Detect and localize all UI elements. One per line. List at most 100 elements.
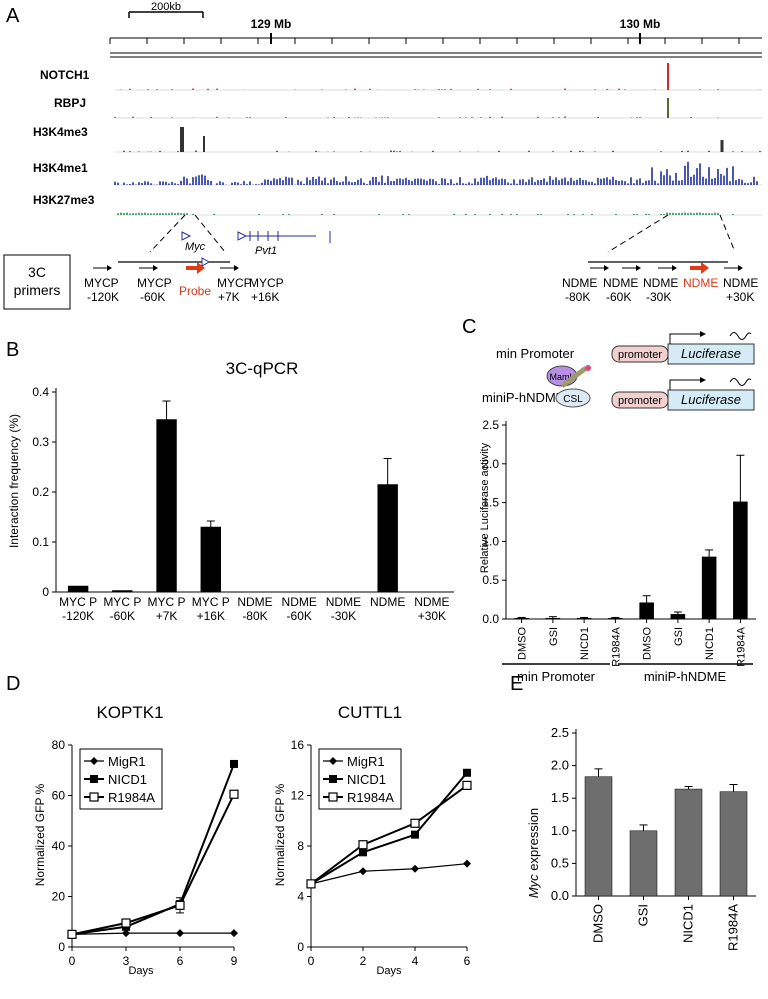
bar	[200, 526, 221, 593]
point-nicd1	[230, 759, 238, 768]
series-line-nicd1	[71, 763, 235, 936]
y-tick-label: 0.0	[551, 888, 569, 903]
group-label-minip-hndme: miniP-hNDME	[644, 669, 727, 684]
track-label-h3k4me3: H3K4me3	[33, 125, 88, 139]
legend-marker	[329, 775, 337, 783]
x-tick-label: -80K	[242, 609, 267, 623]
3c-primers-label-1: 3C	[28, 264, 46, 280]
track-signal-h3k27me3	[117, 212, 734, 215]
bar	[67, 585, 89, 593]
x-tick-label: +7K	[156, 609, 178, 623]
genome-browser-panel: 200kb 129 Mb 130 Mb NOTCH1 RBPJ H3K4me3 …	[3, 1, 762, 310]
y-tick-label: 20	[52, 890, 66, 904]
point-r1984a	[306, 879, 316, 889]
point-r1984a	[175, 900, 185, 910]
luciferase-label-1: Luciferase	[681, 346, 741, 361]
y-axis-label-expression: expression	[526, 808, 541, 874]
y-tick-label: 0	[58, 940, 65, 954]
panel-letter-a: A	[6, 5, 20, 27]
point-migr1	[411, 864, 419, 873]
y-tick-label: 12	[291, 789, 305, 803]
point-migr1	[230, 929, 238, 938]
point-r1984a	[410, 818, 420, 828]
chart-title-cuttl1: CUTTL1	[338, 703, 402, 722]
primer-ndme-80k-l2: -80K	[565, 290, 590, 304]
primer-ndme-30k-l2: -30K	[646, 290, 671, 304]
tss-arrowhead-2	[700, 377, 706, 383]
cuttl1-line-chart: CUTTL1 Normalized GFP % Days 0 4 8 12 16 0 2 4 6…	[273, 703, 472, 977]
y-tick-label: 40	[52, 839, 66, 853]
x-tick-label: GSI	[548, 627, 560, 646]
primer-mycp-120k-l1: MYCP	[84, 276, 119, 290]
y-tick-label: 0	[42, 585, 49, 599]
series-line-r1984a	[71, 793, 235, 936]
y-tick-label: 2.5	[482, 418, 499, 432]
point-migr1	[122, 929, 130, 938]
x-tick-label: 2	[360, 954, 367, 968]
point-r1984a	[358, 840, 368, 850]
tss-arrow-2	[669, 379, 700, 390]
legend-label-nicd1: NICD1	[347, 772, 386, 787]
primer-ndme-60k-l2: -60K	[606, 290, 631, 304]
track-label-rbpj: RBPJ	[54, 96, 86, 110]
legend-marker	[328, 792, 338, 802]
y-tick-label: 0.5	[482, 573, 499, 587]
legend-label-r1984a: R1984A	[347, 790, 394, 805]
luciferase-box-2	[667, 389, 755, 411]
zoom-line-right-b	[719, 214, 736, 253]
x-tick-label: 6	[177, 954, 184, 968]
x-tick-label: NICD1	[704, 627, 716, 660]
x-tick-label: MYC P	[148, 595, 186, 609]
primer-ndme-30kp-l2: +30K	[726, 290, 754, 304]
x-tick-label: -120K	[62, 609, 94, 623]
panel-letter-b: B	[6, 339, 19, 361]
y-tick-label: 1.0	[482, 534, 499, 548]
track-label-notch1: NOTCH1	[40, 68, 90, 82]
y-tick-label: 2.5	[551, 725, 569, 740]
x-tick-label: -30K	[331, 609, 356, 623]
pvt1-tss-marker	[237, 231, 248, 241]
bar	[112, 590, 133, 593]
y-tick-label: 1.5	[551, 790, 569, 805]
primer-arrows-left	[93, 262, 239, 274]
construct-label-minip-hndme: miniP-hNDME	[482, 390, 565, 405]
y-tick-label: 8	[297, 839, 304, 853]
3c-primers-label-2: primers	[14, 282, 61, 298]
gene-label-myc: Myc	[185, 241, 206, 253]
bar	[733, 501, 748, 620]
signal-tracks	[114, 63, 762, 216]
y-tick-label: 80	[52, 738, 66, 752]
x-tick-label: NICD1	[681, 904, 696, 943]
y-tick-label: 16	[291, 738, 305, 752]
x-tick-label: NDME	[414, 595, 449, 609]
x-tick-label: R1984A	[726, 904, 741, 951]
tss-arrow-1	[669, 333, 700, 344]
primer-ndme-80k-l1: NDME	[562, 276, 597, 290]
y-tick-label: 60	[52, 789, 66, 803]
3c-qpcr-chart: 3C-qPCR Interaction frequency (%) 0 0.1 0.…	[7, 359, 454, 623]
x-tick-label: NDME	[282, 595, 317, 609]
chart-title-koptk1: KOPTK1	[96, 703, 163, 722]
primer-mycp-16k-l1: MYCP	[249, 276, 284, 290]
legend-label-migr1: MigR1	[347, 754, 385, 769]
promoter-label-1: promoter	[618, 349, 662, 361]
y-axis-label-interaction: Interaction frequency (%)	[7, 414, 21, 548]
bar	[514, 617, 529, 620]
point-r1984a	[121, 918, 131, 928]
track-label-h3k27me3: H3K27me3	[33, 193, 95, 207]
x-tick-label: MYC P	[103, 595, 141, 609]
point-r1984a	[229, 789, 239, 799]
bar	[608, 617, 623, 620]
x-tick-label: 4	[412, 954, 419, 968]
promoter-label-2: promoter	[618, 395, 662, 407]
3c-primers-box	[3, 254, 71, 310]
bar	[584, 776, 613, 897]
primer-ndme-60k-l1: NDME	[603, 276, 638, 290]
y-tick-label: 0.4	[32, 385, 49, 399]
group-label-min-promoter: min Promoter	[517, 669, 596, 684]
primer-mycp-7k-l1: MYCP	[217, 276, 252, 290]
track-signal-rbpj	[114, 116, 719, 118]
koptk1-line-chart: KOPTK1 Normalized GFP % Days 0 20 40 60 80 0 3…	[33, 703, 239, 977]
primer-ndme-30kp-l1: NDME	[723, 276, 758, 290]
